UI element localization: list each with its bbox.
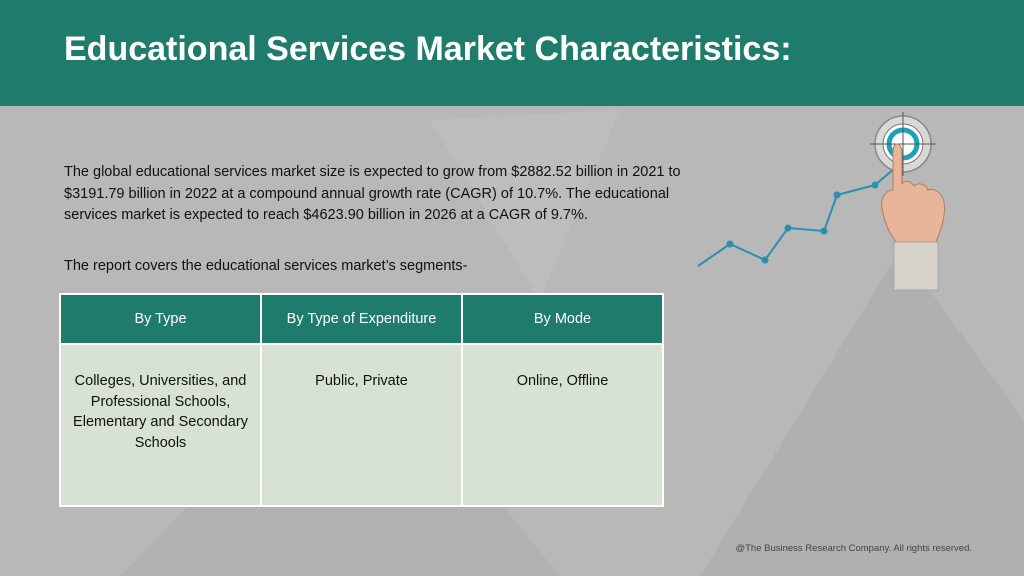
header-by-mode: By Mode — [461, 293, 664, 345]
page-title: Educational Services Market Characterist… — [64, 30, 792, 68]
market-description: The global educational services market s… — [64, 164, 681, 223]
segments-intro: The report covers the educational servic… — [64, 258, 468, 274]
cell-expenditure: Public, Private — [260, 343, 463, 507]
table-row: Colleges, Universities, and Professional… — [59, 343, 664, 507]
growth-graphic — [697, 112, 945, 291]
copyright-footer: @The Business Research Company. All righ… — [735, 543, 972, 554]
trend-line-icon — [697, 167, 896, 267]
header-by-type: By Type — [59, 293, 262, 345]
table-header-row: By Type By Type of Expenditure By Mode — [59, 293, 664, 345]
cell-type: Colleges, Universities, and Professional… — [59, 343, 262, 507]
segments-table: By Type By Type of Expenditure By Mode C… — [59, 293, 664, 507]
header-bar: Educational Services Market Characterist… — [0, 0, 1024, 106]
cell-mode: Online, Offline — [461, 343, 664, 507]
hand-pointer-icon — [881, 143, 945, 291]
target-icon — [870, 112, 936, 176]
header-by-type-of-expenditure: By Type of Expenditure — [260, 293, 463, 345]
